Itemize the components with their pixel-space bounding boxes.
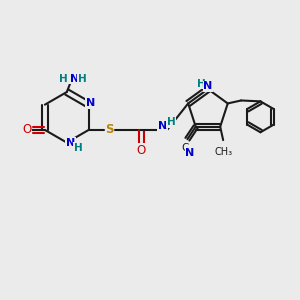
Text: O: O [136, 144, 146, 157]
Text: N: N [158, 122, 167, 131]
Text: H: H [78, 74, 87, 84]
Text: N: N [203, 81, 213, 91]
Text: C: C [181, 142, 189, 152]
Text: H: H [167, 117, 176, 127]
Text: N: N [185, 148, 194, 158]
Text: N: N [70, 74, 79, 84]
Text: O: O [22, 123, 32, 136]
Text: CH₃: CH₃ [214, 147, 232, 157]
Text: S: S [105, 123, 114, 136]
Text: N: N [85, 98, 95, 108]
Text: H: H [197, 79, 206, 89]
Text: N: N [66, 138, 75, 148]
Text: H: H [74, 143, 82, 153]
Text: H: H [59, 74, 68, 84]
